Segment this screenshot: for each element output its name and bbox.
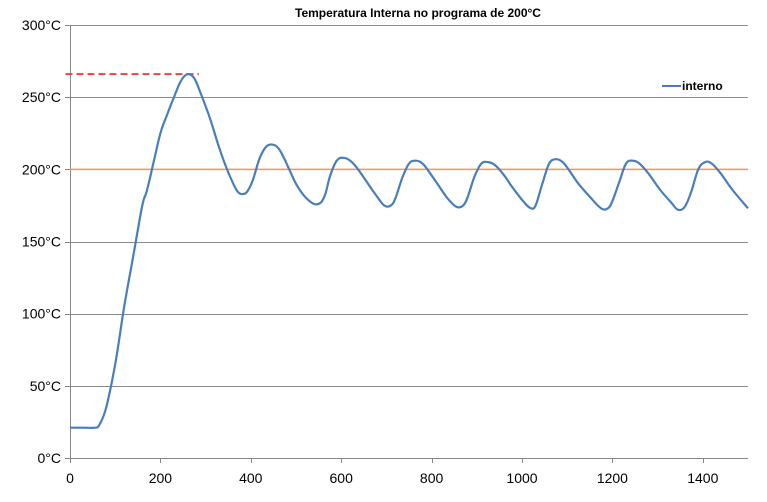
y-tick-label: 0°C (38, 450, 62, 466)
tick-labels: 0°C 50°C 100°C 150°C 200°C 250°C 300°C 0 200 400 6… (22, 17, 719, 486)
y-tick-label: 250°C (22, 89, 61, 105)
y-tick-label: 100°C (22, 306, 61, 322)
x-tick-label: 1200 (597, 470, 628, 486)
chart-title: Temperatura Interna no programa de 200°C (295, 6, 541, 20)
reference-lines (65, 73, 748, 171)
series-layer (70, 72, 749, 430)
y-tick-label: 300°C (22, 17, 61, 33)
y-tick-label: 200°C (22, 161, 61, 177)
x-tick-label: 1400 (687, 470, 718, 486)
x-tick-label: 800 (420, 470, 444, 486)
x-tick-label: 200 (149, 470, 173, 486)
legend: interno (662, 79, 723, 93)
x-tick-label: 0 (66, 470, 74, 486)
legend-label-interno: interno (682, 79, 723, 93)
series-line-interno (70, 72, 749, 430)
y-tick-label: 50°C (30, 378, 61, 394)
y-tick-label: 150°C (22, 234, 61, 250)
x-tick-label: 600 (330, 470, 354, 486)
x-tick-label: 400 (239, 470, 263, 486)
axes (65, 25, 748, 463)
x-tick-label: 1000 (506, 470, 537, 486)
grid (70, 25, 748, 387)
